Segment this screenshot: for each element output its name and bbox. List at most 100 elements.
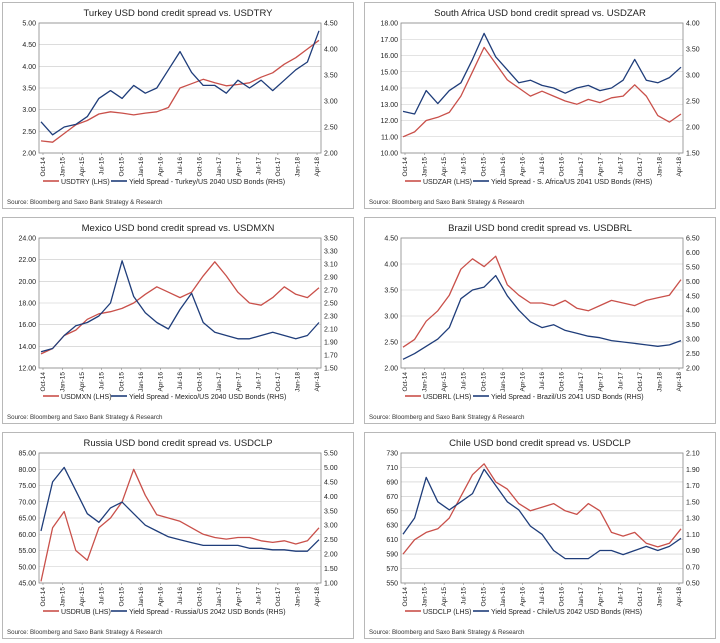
x-tick-label: Oct-16: [197, 157, 204, 177]
x-tick-label: Oct-17: [275, 372, 282, 392]
y-right-tick-label: 2.90: [324, 275, 338, 282]
y-right-tick-label: 2.00: [324, 151, 338, 158]
y-left-tick-label: 13.00: [380, 102, 398, 109]
y-right-tick-label: 2.50: [686, 99, 700, 106]
y-left-tick-label: 18.00: [380, 21, 398, 28]
chart-panel-russia: Russia USD bond credit spread vs. USDCLP…: [2, 432, 354, 639]
legend-label: Yield Spread - S. Africa/US 2041 USD Bon…: [491, 179, 652, 186]
y-right-tick-label: 2.50: [324, 125, 338, 132]
y-right-tick-label: 4.00: [686, 21, 700, 28]
chart-panel-mexico: Mexico USD bond credit spread vs. USDMXN…: [2, 217, 354, 424]
y-left-tick-label: 4.50: [384, 236, 398, 243]
x-tick-label: Apr-16: [157, 157, 164, 177]
y-right-tick-label: 3.50: [324, 236, 338, 243]
y-left-tick-label: 14.00: [18, 344, 36, 351]
chart-panel-chile: Chile USD bond credit spread vs. USDCLP 5…: [364, 432, 716, 639]
x-tick-label: Jul-16: [539, 157, 546, 175]
y-right-tick-label: 4.00: [324, 494, 338, 501]
x-tick-label: Jul-16: [177, 157, 184, 175]
y-left-tick-label: 16.00: [380, 53, 398, 60]
y-left-tick-label: 670: [386, 494, 398, 501]
x-tick-label: Apr-16: [157, 372, 164, 392]
y-left-tick-label: 45.00: [18, 581, 36, 588]
x-tick-label: Jul-17: [255, 372, 262, 390]
y-left-tick-label: 65.00: [18, 516, 36, 523]
legend-label: USDCLP (LHS): [423, 609, 472, 616]
chart-title: South Africa USD bond credit spread vs. …: [434, 8, 646, 19]
x-tick-label: Jan-17: [578, 587, 585, 607]
y-left-tick-label: 55.00: [18, 548, 36, 555]
series-line-blue: [40, 466, 320, 552]
y-right-tick-label: 3.30: [324, 249, 338, 256]
series-line-red: [402, 463, 682, 555]
y-right-tick-label: 1.90: [686, 467, 700, 474]
x-tick-label: Jan-15: [422, 372, 429, 392]
x-tick-label: Apr-15: [79, 372, 86, 392]
x-tick-label: Apr-17: [598, 587, 605, 607]
x-tick-label: Apr-17: [236, 372, 243, 392]
y-right-tick-label: 1.10: [686, 532, 700, 539]
legend-label: Yield Spread - Chile/US 2042 USD Bonds (…: [491, 609, 642, 616]
y-left-tick-label: 3.50: [22, 86, 36, 93]
x-tick-label: Apr-16: [519, 587, 526, 607]
y-right-tick-label: 1.50: [686, 499, 700, 506]
legend-label: Yield Spread - Mexico/US 2040 USD Bonds …: [129, 394, 286, 401]
y-left-tick-label: 2.50: [384, 340, 398, 347]
x-tick-label: Jul-17: [255, 157, 262, 175]
x-tick-label: Oct-15: [118, 372, 125, 392]
chart-turkey: Turkey USD bond credit spread vs. USDTRY…: [22, 8, 338, 186]
y-right-tick-label: 3.50: [324, 73, 338, 80]
x-tick-label: Jul-15: [461, 372, 468, 390]
y-right-tick-label: 4.50: [324, 479, 338, 486]
plot-frame: [400, 452, 684, 584]
x-tick-label: Jan-16: [500, 157, 507, 177]
y-left-tick-label: 18.00: [18, 301, 36, 308]
x-tick-label: Apr-18: [676, 157, 683, 177]
y-left-tick-label: 710: [386, 465, 398, 472]
source-note: Source: Bloomberg and Saxo Bank Strategy…: [7, 629, 163, 636]
y-right-tick-label: 2.00: [324, 552, 338, 559]
y-right-tick-label: 4.50: [324, 21, 338, 28]
legend-label: Yield Spread - Turkey/US 2040 USD Bonds …: [129, 179, 285, 186]
x-tick-label: Oct-14: [40, 372, 47, 392]
y-right-tick-label: 5.00: [686, 279, 700, 286]
x-tick-label: Jan-16: [138, 587, 145, 607]
series-line-red: [40, 468, 320, 582]
x-tick-label: Jan-15: [60, 372, 67, 392]
y-left-tick-label: 12.00: [18, 366, 36, 373]
y-left-tick-label: 4.50: [22, 42, 36, 49]
source-note: Source: Bloomberg and Saxo Bank Strategy…: [7, 414, 163, 421]
y-left-tick-label: 70.00: [18, 499, 36, 506]
y-left-tick-label: 2.00: [22, 151, 36, 158]
y-left-tick-label: 650: [386, 508, 398, 515]
y-left-tick-label: 550: [386, 581, 398, 588]
chart-title: Chile USD bond credit spread vs. USDCLP: [449, 438, 631, 449]
x-tick-label: Jan-18: [294, 587, 301, 607]
y-right-tick-label: 1.50: [324, 566, 338, 573]
y-left-tick-label: 15.00: [380, 69, 398, 76]
y-right-tick-label: 1.50: [324, 366, 338, 373]
y-right-tick-label: 4.50: [686, 293, 700, 300]
y-right-tick-label: 2.50: [324, 537, 338, 544]
y-right-tick-label: 2.30: [324, 314, 338, 321]
chart-south-africa: South Africa USD bond credit spread vs. …: [380, 8, 700, 186]
x-tick-label: Jul-15: [99, 157, 106, 175]
x-tick-label: Oct-14: [402, 587, 409, 607]
y-left-tick-label: 10.00: [380, 151, 398, 158]
x-tick-label: Jan-18: [656, 157, 663, 177]
x-tick-label: Oct-17: [275, 157, 282, 177]
x-tick-label: Oct-16: [559, 587, 566, 607]
chart-panel-south-africa: South Africa USD bond credit spread vs. …: [364, 2, 716, 209]
series-line-blue: [402, 32, 682, 115]
series-line-blue: [402, 468, 682, 560]
series-line-red: [402, 255, 682, 348]
y-right-tick-label: 0.70: [686, 564, 700, 571]
y-right-tick-label: 5.50: [324, 451, 338, 458]
x-tick-label: Oct-14: [402, 157, 409, 177]
x-tick-label: Jan-17: [578, 372, 585, 392]
y-right-tick-label: 2.50: [686, 351, 700, 358]
x-tick-label: Apr-17: [236, 587, 243, 607]
x-tick-label: Oct-17: [637, 157, 644, 177]
chart-panel-brazil: Brazil USD bond credit spread vs. USDBRL…: [364, 217, 716, 424]
x-tick-label: Jan-18: [656, 372, 663, 392]
